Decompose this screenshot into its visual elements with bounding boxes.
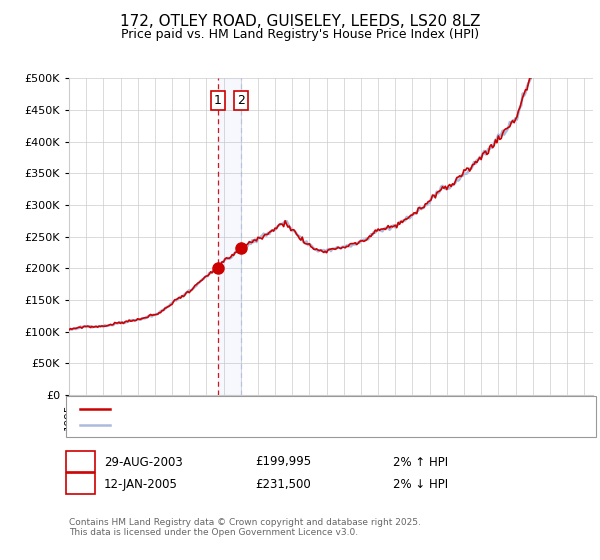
Text: Price paid vs. HM Land Registry's House Price Index (HPI): Price paid vs. HM Land Registry's House …: [121, 28, 479, 41]
Text: Contains HM Land Registry data © Crown copyright and database right 2025.
This d: Contains HM Land Registry data © Crown c…: [69, 518, 421, 538]
Text: 1: 1: [76, 455, 85, 469]
Text: 2% ↑ HPI: 2% ↑ HPI: [393, 455, 448, 469]
Text: £199,995: £199,995: [255, 455, 311, 469]
Text: 12-JAN-2005: 12-JAN-2005: [104, 478, 178, 491]
Text: 2% ↓ HPI: 2% ↓ HPI: [393, 478, 448, 491]
Text: 2: 2: [238, 94, 245, 107]
Bar: [218, 78, 241, 395]
Text: 2: 2: [76, 478, 85, 491]
Text: HPI: Average price, detached house, Leeds: HPI: Average price, detached house, Leed…: [117, 419, 331, 430]
Text: 172, OTLEY ROAD, GUISELEY, LEEDS, LS20 8LZ (detached house): 172, OTLEY ROAD, GUISELEY, LEEDS, LS20 8…: [117, 404, 442, 414]
Text: £231,500: £231,500: [255, 478, 311, 491]
Text: 29-AUG-2003: 29-AUG-2003: [104, 455, 182, 469]
Text: 1: 1: [214, 94, 221, 107]
Text: 172, OTLEY ROAD, GUISELEY, LEEDS, LS20 8LZ: 172, OTLEY ROAD, GUISELEY, LEEDS, LS20 8…: [120, 14, 480, 29]
